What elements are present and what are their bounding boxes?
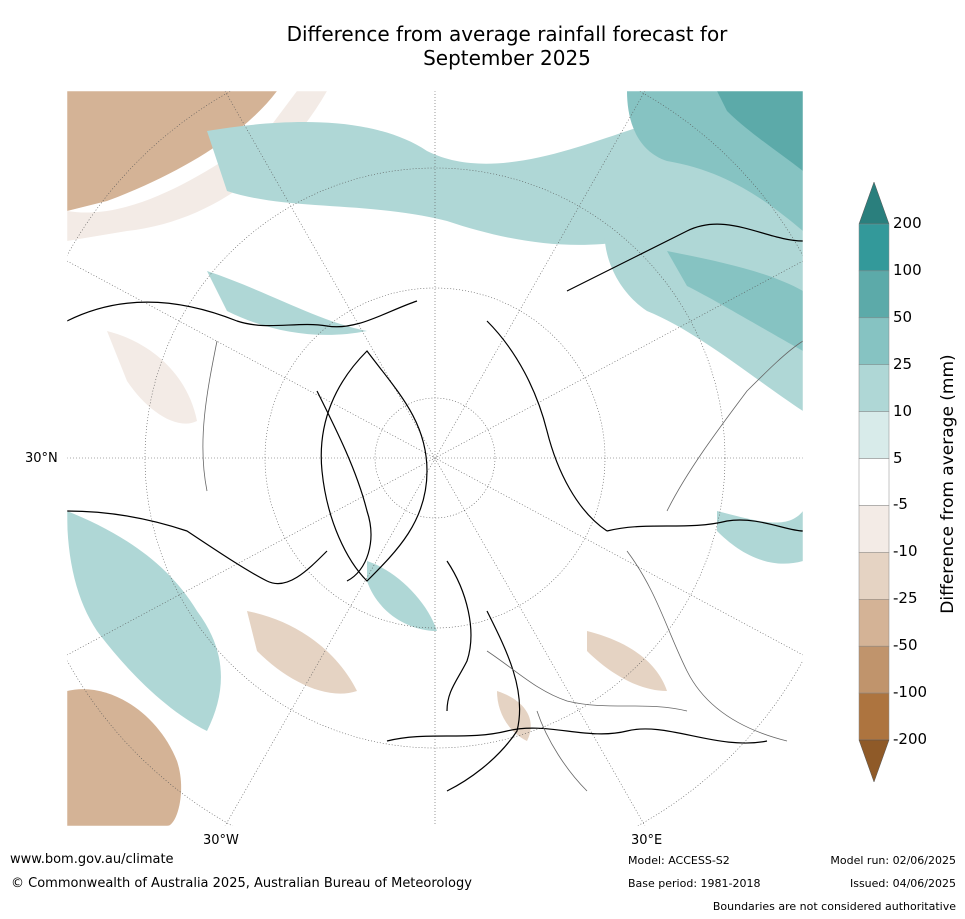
colorbar-bin — [858, 411, 890, 459]
colorbar — [858, 182, 890, 782]
colorbar-bin — [858, 364, 890, 412]
country-borders — [202, 340, 803, 792]
wet-patch — [207, 271, 367, 335]
colorbar-tick-label: 200 — [893, 214, 922, 232]
wet-patch — [604, 211, 803, 411]
dry-patch — [67, 91, 277, 211]
colorbar-tick-label: 25 — [893, 354, 913, 373]
lon-label-30e: 30°E — [631, 833, 663, 848]
coastlines — [67, 223, 803, 792]
model-text: Model: ACCESS-S2 — [628, 854, 730, 867]
colorbar-extend-max — [858, 182, 890, 225]
colorbar-bin — [858, 599, 890, 647]
rainfall-map[interactable] — [67, 91, 803, 826]
colorbar-tick-label: 5 — [893, 448, 903, 467]
colorbar-extend-min — [858, 739, 890, 782]
colorbar-bin — [858, 645, 890, 694]
colorbar-bin — [858, 505, 890, 553]
colorbar-bin — [858, 270, 890, 319]
colorbar-tick-label: -100 — [893, 683, 928, 702]
colorbar-tick-label: 10 — [893, 401, 913, 420]
dry-patch — [67, 689, 182, 826]
title-line-1: Difference from average rainfall forecas… — [286, 22, 728, 46]
model-run-text: Model run: 02/06/2025 — [830, 854, 956, 867]
base-period-text: Base period: 1981-2018 — [628, 877, 761, 890]
disclaimer-text: Boundaries are not considered authoritat… — [712, 900, 956, 913]
wet-patch — [717, 511, 803, 564]
dry-patch — [107, 331, 197, 424]
colorbar-title: Difference from average (mm) — [938, 354, 958, 614]
colorbar-tick-label: 50 — [893, 307, 913, 326]
wet-patch — [67, 511, 221, 731]
anomaly-field — [67, 91, 803, 826]
wet-patch — [667, 251, 803, 351]
colorbar-tick-label: -5 — [893, 495, 908, 514]
wet-patch — [367, 561, 437, 631]
colorbar-bins — [858, 223, 890, 741]
dry-patch — [247, 611, 357, 694]
colorbar-tick-label: -10 — [893, 542, 918, 561]
wet-patch — [717, 91, 803, 171]
chart-title: Difference from average rainfall forecas… — [0, 22, 965, 70]
copyright-text: © Commonwealth of Australia 2025, Austra… — [11, 876, 472, 891]
colorbar-bin — [858, 692, 890, 741]
dry-patch — [587, 631, 667, 691]
dry-patch — [67, 91, 327, 241]
colorbar-bin — [858, 552, 890, 600]
website-link[interactable]: www.bom.gov.au/climate — [10, 852, 174, 867]
colorbar-bin — [858, 458, 890, 506]
colorbar-bin — [858, 223, 890, 272]
title-line-2: September 2025 — [423, 46, 591, 70]
colorbar-tick-label: -25 — [893, 589, 918, 608]
colorbar-bin — [858, 317, 890, 365]
lon-label-30w: 30°W — [203, 833, 239, 848]
graticule — [67, 91, 803, 826]
lat-label-30n: 30°N — [25, 451, 58, 466]
colorbar-tick-label: 100 — [893, 260, 922, 279]
colorbar-tick-label: -200 — [893, 730, 928, 748]
colorbar-tick-label: -50 — [893, 636, 918, 655]
issued-text: Issued: 04/06/2025 — [849, 877, 956, 890]
